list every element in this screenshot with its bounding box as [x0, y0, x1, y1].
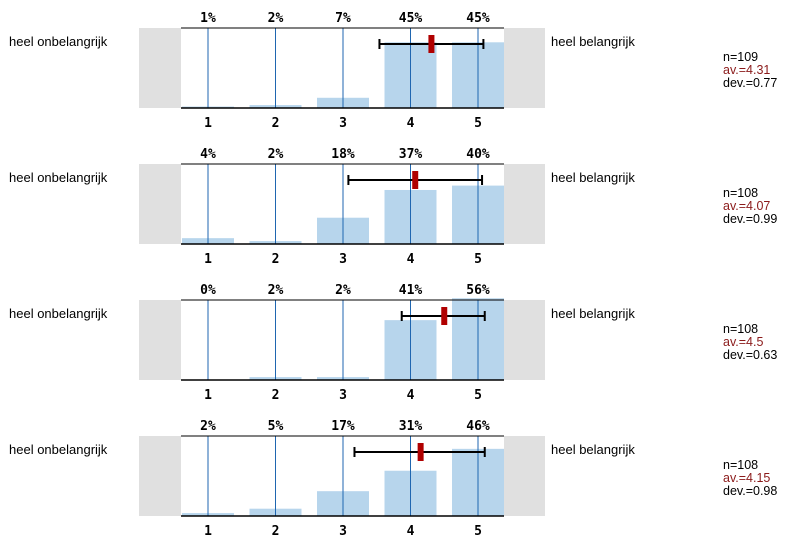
pct-label-1: 1% [200, 11, 216, 26]
tick-label-1: 1 [204, 388, 212, 403]
left-anchor-label: heel onbelangrijk [9, 34, 108, 49]
right-anchor-label: heel belangrijk [551, 306, 635, 321]
left-side-panel [139, 436, 181, 516]
tick-label-2: 2 [272, 252, 280, 267]
mean-marker [441, 307, 448, 325]
stat-n: n=108 [723, 186, 758, 200]
left-anchor-label: heel onbelangrijk [9, 306, 108, 321]
chart-svg: 1% 2% 7% 45% 45% 1 2 3 4 5 heel onbelangrijk heel b… [9, 11, 777, 131]
pct-label-2: 2% [268, 11, 284, 26]
stat-deviation: dev.=0.63 [723, 348, 777, 362]
tick-label-5: 5 [474, 388, 482, 403]
tick-label-4: 4 [407, 252, 415, 267]
rating-chart-2: 4% 2% 18% 37% 40% 1 2 3 4 5 heel onbelangrijk heel … [0, 136, 811, 276]
stat-average: av.=4.07 [723, 199, 770, 213]
right-anchor-label: heel belangrijk [551, 170, 635, 185]
tick-label-2: 2 [272, 116, 280, 131]
pct-label-5: 45% [466, 11, 490, 26]
tick-label-3: 3 [339, 524, 347, 539]
stat-n: n=108 [723, 458, 758, 472]
pct-label-1: 4% [200, 147, 216, 162]
rating-chart-1: 1% 2% 7% 45% 45% 1 2 3 4 5 heel onbelangrijk heel b… [0, 0, 811, 140]
tick-label-1: 1 [204, 116, 212, 131]
pct-label-5: 56% [466, 283, 490, 298]
left-side-panel [139, 300, 181, 380]
left-anchor-label: heel onbelangrijk [9, 170, 108, 185]
pct-label-2: 2% [268, 283, 284, 298]
pct-label-1: 0% [200, 283, 216, 298]
tick-label-2: 2 [272, 388, 280, 403]
right-side-panel [504, 436, 545, 516]
pct-label-3: 17% [331, 419, 355, 434]
tick-label-4: 4 [407, 388, 415, 403]
stat-deviation: dev.=0.99 [723, 212, 777, 226]
rating-chart-4: 2% 5% 17% 31% 46% 1 2 3 4 5 heel onbelangrijk heel … [0, 408, 811, 548]
stat-average: av.=4.5 [723, 335, 763, 349]
tick-label-5: 5 [474, 116, 482, 131]
pct-label-5: 40% [466, 147, 490, 162]
tick-label-3: 3 [339, 252, 347, 267]
pct-label-2: 2% [268, 147, 284, 162]
pct-label-3: 2% [335, 283, 351, 298]
left-side-panel [139, 164, 181, 244]
tick-label-5: 5 [474, 524, 482, 539]
tick-label-4: 4 [407, 524, 415, 539]
pct-label-2: 5% [268, 419, 284, 434]
tick-label-2: 2 [272, 524, 280, 539]
stat-average: av.=4.15 [723, 471, 770, 485]
rating-chart-3: 0% 2% 2% 41% 56% 1 2 3 4 5 heel onbelangrijk heel b… [0, 272, 811, 412]
chart-svg: 0% 2% 2% 41% 56% 1 2 3 4 5 heel onbelangrijk heel b… [9, 283, 777, 403]
tick-label-1: 1 [204, 252, 212, 267]
stat-deviation: dev.=0.98 [723, 484, 777, 498]
left-anchor-label: heel onbelangrijk [9, 442, 108, 457]
mean-marker [412, 171, 419, 189]
stat-n: n=109 [723, 50, 758, 64]
stat-n: n=108 [723, 322, 758, 336]
pct-label-3: 18% [331, 147, 355, 162]
pct-label-1: 2% [200, 419, 216, 434]
tick-label-4: 4 [407, 116, 415, 131]
tick-label-1: 1 [204, 524, 212, 539]
pct-label-5: 46% [466, 419, 490, 434]
stat-deviation: dev.=0.77 [723, 76, 777, 90]
pct-label-4: 45% [399, 11, 423, 26]
chart-svg: 4% 2% 18% 37% 40% 1 2 3 4 5 heel onbelangrijk heel … [9, 147, 777, 267]
stat-average: av.=4.31 [723, 63, 770, 77]
pct-label-4: 41% [399, 283, 423, 298]
right-side-panel [504, 28, 545, 108]
right-anchor-label: heel belangrijk [551, 442, 635, 457]
right-anchor-label: heel belangrijk [551, 34, 635, 49]
pct-label-4: 37% [399, 147, 423, 162]
mean-marker [417, 443, 424, 461]
tick-label-3: 3 [339, 116, 347, 131]
left-side-panel [139, 28, 181, 108]
mean-marker [428, 35, 435, 53]
pct-label-4: 31% [399, 419, 423, 434]
tick-label-5: 5 [474, 252, 482, 267]
right-side-panel [504, 164, 545, 244]
pct-label-3: 7% [335, 11, 351, 26]
right-side-panel [504, 300, 545, 380]
tick-label-3: 3 [339, 388, 347, 403]
chart-svg: 2% 5% 17% 31% 46% 1 2 3 4 5 heel onbelangrijk heel … [9, 419, 777, 539]
